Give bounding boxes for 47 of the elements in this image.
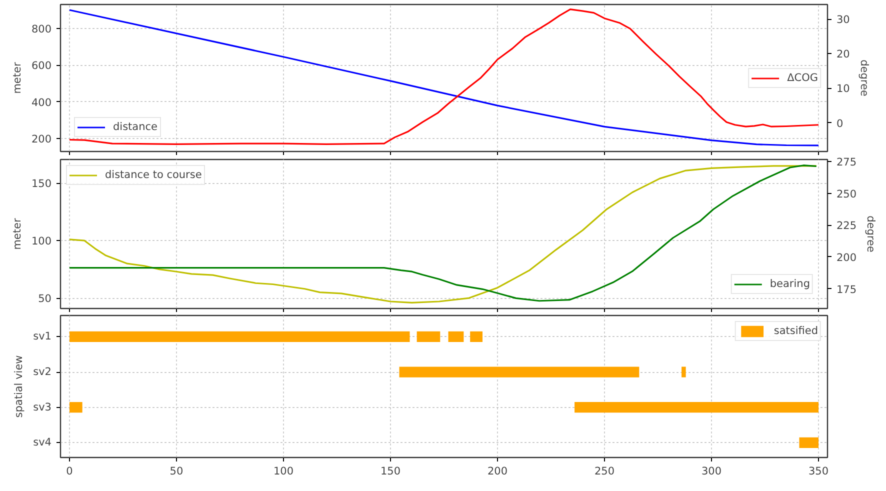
y2-tick-label: 30	[836, 14, 850, 26]
y-tick-label: 600	[31, 60, 52, 72]
y-tick-label: 50	[38, 293, 52, 306]
bar	[682, 366, 686, 378]
bar	[448, 331, 464, 342]
y2-tick-label: 10	[836, 83, 850, 96]
legend-label: ΔCOG	[787, 72, 818, 84]
legend-label: bearing	[770, 278, 810, 290]
y-tick-label: sv3	[33, 401, 52, 414]
x-tick-label: 150	[380, 466, 401, 478]
y-tick-label: 800	[31, 23, 52, 36]
x-tick-label: 50	[170, 466, 184, 478]
y2-tick-label: 200	[836, 252, 857, 264]
x-tick-label: 100	[273, 466, 294, 478]
x-tick-label: 300	[701, 466, 722, 478]
y2-axis-title: degree	[864, 216, 877, 252]
x-tick-label: 250	[594, 466, 615, 478]
y2-tick-label: 275	[836, 156, 857, 169]
y-tick-label: 200	[31, 134, 52, 146]
y-tick-label: sv2	[33, 366, 52, 378]
y-tick-label: sv1	[33, 330, 52, 343]
y2-tick-label: 175	[836, 284, 857, 296]
bar	[69, 402, 82, 413]
y-tick-label: 150	[31, 178, 52, 190]
bar	[399, 366, 640, 378]
y2-axis-title: degree	[858, 60, 870, 96]
y2-tick-label: 20	[836, 48, 850, 61]
x-tick-label: 350	[808, 466, 829, 478]
legend-label: distance	[113, 121, 158, 133]
y-tick-label: sv4	[33, 436, 52, 449]
legend-label: satsified	[774, 325, 818, 337]
bar	[69, 331, 410, 342]
y-axis-title: meter	[11, 218, 24, 250]
y-tick-label: 400	[31, 96, 52, 109]
x-tick-label: 0	[66, 466, 73, 478]
y-axis-title: spatial view	[13, 354, 26, 418]
y2-tick-label: 225	[836, 220, 857, 232]
legend-label: distance to course	[105, 169, 202, 181]
y-tick-label: 100	[31, 236, 52, 248]
y-axis-title: meter	[11, 62, 24, 94]
bar	[574, 402, 819, 413]
bar	[799, 437, 819, 448]
bar	[470, 331, 483, 342]
y2-tick-label: 250	[836, 188, 857, 200]
x-tick-label: 200	[487, 466, 508, 478]
y2-tick-label: 0	[836, 118, 844, 130]
bar	[416, 331, 440, 342]
